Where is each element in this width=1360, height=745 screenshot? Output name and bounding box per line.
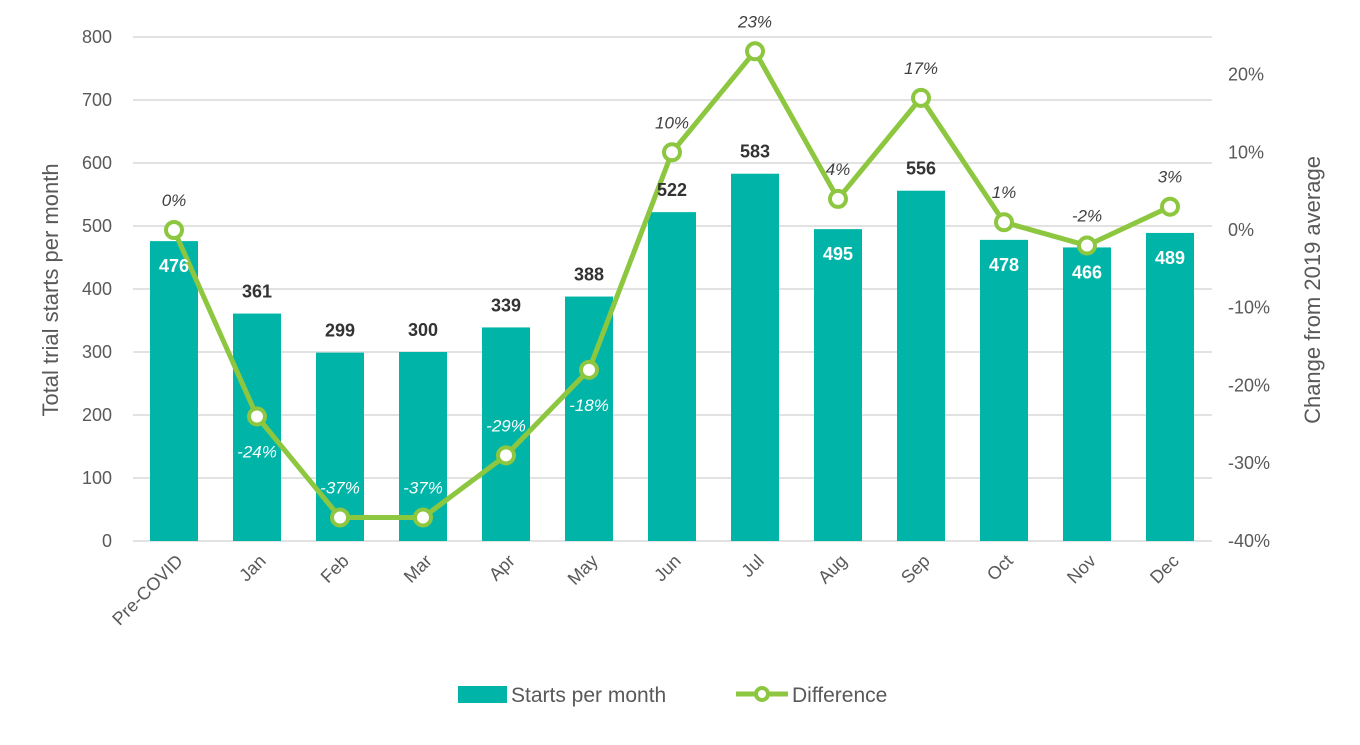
legend: Starts per month Difference bbox=[458, 684, 887, 707]
legend-line-marker bbox=[754, 686, 770, 702]
x-tick-label: Nov bbox=[1063, 551, 1100, 588]
difference-label: -37% bbox=[320, 478, 360, 497]
difference-marker bbox=[994, 212, 1014, 233]
difference-label: 17% bbox=[904, 59, 938, 78]
bar bbox=[980, 239, 1028, 542]
difference-marker bbox=[496, 445, 516, 466]
difference-marker bbox=[579, 359, 599, 380]
difference-label: 23% bbox=[737, 12, 772, 31]
difference-marker bbox=[330, 507, 350, 528]
legend-line-label: Difference bbox=[792, 684, 887, 707]
difference-line bbox=[164, 41, 1180, 528]
bar bbox=[731, 173, 779, 541]
difference-label: -29% bbox=[486, 416, 526, 435]
y2-tick-label: -10% bbox=[1228, 298, 1270, 318]
difference-label: -2% bbox=[1072, 207, 1102, 226]
x-tick-label: Jun bbox=[650, 551, 685, 586]
legend-bar-label: Starts per month bbox=[511, 684, 666, 707]
difference-marker bbox=[911, 87, 931, 108]
x-tick-label: Jul bbox=[737, 551, 767, 581]
bar-value-label: 361 bbox=[242, 282, 272, 302]
y2-tick-label: 10% bbox=[1228, 142, 1264, 162]
y2-tick-label: -30% bbox=[1228, 453, 1270, 473]
bars bbox=[150, 173, 1194, 542]
y-tick-label: 400 bbox=[82, 279, 112, 299]
bar bbox=[1063, 247, 1111, 542]
difference-marker bbox=[662, 142, 682, 163]
x-tick-label: Apr bbox=[485, 551, 519, 585]
left-axis-title: Total trial starts per month bbox=[38, 163, 63, 416]
bar bbox=[233, 313, 281, 541]
x-tick-label: Mar bbox=[400, 551, 436, 587]
difference-label: 4% bbox=[826, 160, 851, 179]
y-tick-label: 600 bbox=[82, 153, 112, 173]
bar-value-label: 489 bbox=[1155, 248, 1185, 268]
bar bbox=[814, 229, 862, 541]
x-tick-label: Dec bbox=[1146, 551, 1183, 588]
x-tick-label: Oct bbox=[983, 551, 1017, 585]
x-tick-label: Jan bbox=[235, 551, 270, 586]
bar-value-label: 388 bbox=[574, 265, 604, 285]
bar-value-label: 495 bbox=[823, 244, 853, 264]
bar-value-label: 339 bbox=[491, 295, 521, 315]
y-tick-label: 0 bbox=[102, 531, 112, 551]
difference-labels: 0% -24% -37% -37% -29% -18% 10% 23% 4% 17% 1% -2% 3% bbox=[162, 12, 1183, 497]
bar-value-label: 466 bbox=[1072, 262, 1102, 282]
y-tick-label: 100 bbox=[82, 468, 112, 488]
bar bbox=[1146, 232, 1194, 541]
difference-marker bbox=[1160, 196, 1180, 217]
x-tick-label: May bbox=[564, 551, 602, 589]
difference-label: 3% bbox=[1158, 168, 1183, 187]
x-tick-label: Feb bbox=[317, 551, 353, 587]
difference-marker bbox=[745, 41, 765, 62]
bar-value-label: 300 bbox=[408, 320, 438, 340]
bar bbox=[648, 212, 696, 541]
bar-value-label: 583 bbox=[740, 142, 770, 162]
difference-marker bbox=[1077, 235, 1097, 256]
bar-value-label: 556 bbox=[906, 159, 936, 179]
difference-label: 1% bbox=[992, 183, 1017, 202]
x-tick-label: Sep bbox=[897, 551, 934, 588]
difference-label: 10% bbox=[655, 113, 689, 132]
difference-marker bbox=[828, 188, 848, 209]
x-tick-label: Pre-COVID bbox=[108, 551, 186, 629]
y-tick-label: 300 bbox=[82, 342, 112, 362]
difference-marker bbox=[413, 507, 433, 528]
bar-value-labels: 476 361 299 300 339 388 522 583 495 556 478 466 489 bbox=[159, 142, 1185, 341]
bar-value-label: 478 bbox=[989, 255, 1019, 275]
x-tick-label: Aug bbox=[814, 551, 851, 588]
y-tick-label: 800 bbox=[82, 27, 112, 47]
difference-marker bbox=[164, 220, 184, 240]
bar bbox=[565, 296, 613, 541]
y-tick-label: 200 bbox=[82, 405, 112, 425]
right-axis-title: Change from 2019 average bbox=[1300, 156, 1325, 424]
bar-value-label: 522 bbox=[657, 180, 687, 200]
difference-label: -37% bbox=[403, 478, 443, 497]
right-axis-ticks: -40% -30% -20% -10% 0% 10% 20% bbox=[1228, 65, 1270, 551]
difference-label: 0% bbox=[162, 191, 187, 210]
difference-label: -18% bbox=[569, 396, 609, 415]
difference-label: -24% bbox=[237, 442, 277, 461]
left-axis-ticks: 0 100 200 300 400 500 600 700 800 bbox=[82, 27, 112, 551]
y2-tick-label: 20% bbox=[1228, 65, 1264, 85]
bar-value-label: 299 bbox=[325, 321, 355, 341]
bar-value-label: 476 bbox=[159, 256, 189, 276]
y2-tick-label: 0% bbox=[1228, 220, 1254, 240]
x-axis-ticks: Pre-COVID Jan Feb Mar Apr May Jun Jul Aug Sep Oct N… bbox=[108, 551, 1182, 630]
y2-tick-label: -40% bbox=[1228, 531, 1270, 551]
bar bbox=[150, 241, 198, 541]
legend-bar-swatch bbox=[458, 686, 507, 703]
bar bbox=[897, 190, 945, 541]
y-tick-label: 700 bbox=[82, 90, 112, 110]
bar bbox=[482, 327, 530, 541]
y2-tick-label: -20% bbox=[1228, 375, 1270, 395]
difference-marker bbox=[247, 406, 267, 427]
y-tick-label: 500 bbox=[82, 216, 112, 236]
